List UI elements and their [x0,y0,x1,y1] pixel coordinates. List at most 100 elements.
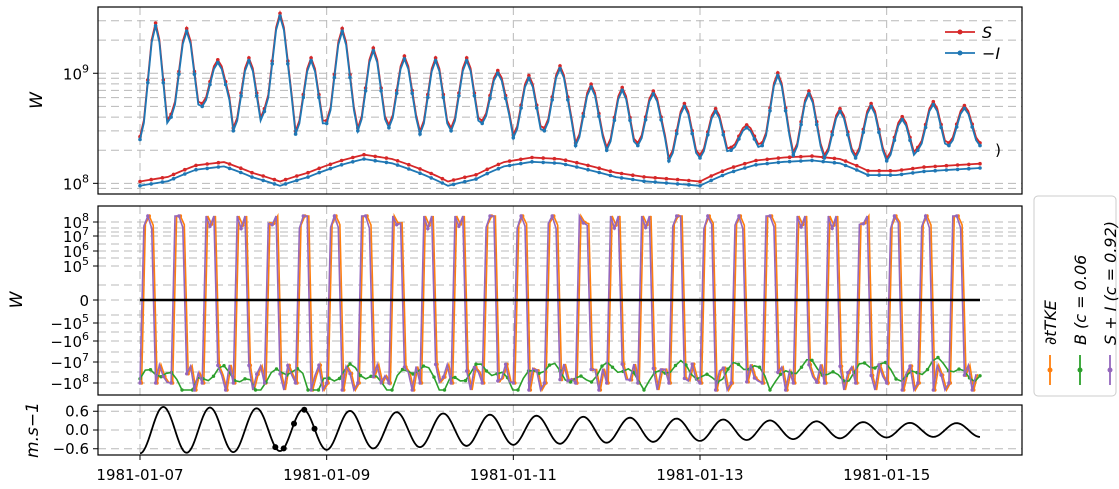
data-point [726,367,730,371]
data-point [664,176,669,181]
data-point [169,381,173,385]
data-point [453,375,457,380]
data-point [558,377,562,382]
data-point [923,214,928,218]
data-point [579,374,583,378]
data-point [464,58,469,63]
data-point [351,160,355,164]
y-tick-label: −105 [50,312,89,333]
data-point [356,381,360,385]
data-point [253,388,258,392]
data-point [160,180,165,184]
data-point [390,388,394,392]
data-point [301,95,306,100]
data-point [713,388,718,392]
data-point [358,373,363,378]
data-point [575,165,579,169]
data-point [832,160,837,165]
data-point [967,162,971,167]
data-point [619,171,624,176]
data-point [547,363,552,367]
data-point [642,175,646,179]
data-point [356,129,360,133]
data-point [328,162,333,167]
data-point [612,226,617,230]
data-point [853,381,858,385]
data-point [316,388,321,392]
data-point [754,158,758,163]
data-point [348,371,352,376]
data-point [227,162,232,166]
data-point [631,173,635,177]
data-point [620,88,624,93]
data-point [410,388,414,392]
data-point [395,223,399,227]
data-point [787,155,792,159]
data-point [962,373,967,377]
data-point [488,214,492,218]
data-point [474,362,478,366]
data-point [720,169,725,173]
data-point [278,372,282,376]
data-point [776,156,781,160]
data-point [721,132,726,137]
data-point [511,381,515,385]
data-point [612,118,617,123]
data-point [684,363,688,367]
data-point [608,173,613,178]
data-point [768,108,772,113]
data-point [843,163,848,168]
data-point [877,173,881,177]
data-point [690,131,694,136]
data-point [807,89,811,93]
data-point [830,132,834,137]
y-tick-label: −107 [50,351,89,372]
y-tick-label: 0 [79,292,89,310]
data-point [433,56,438,60]
data-point [791,153,796,157]
data-point [807,363,811,367]
data-point [451,182,456,187]
data-point [573,381,578,385]
data-point [261,178,266,183]
data-point [146,80,150,85]
y-tick-label: 106 [63,240,89,261]
data-point [682,101,687,106]
y-tick-label: 0.6 [65,402,89,420]
data-point [530,160,534,164]
data-point [138,179,142,184]
data-point [441,375,445,379]
data-point [286,363,290,368]
data-point [496,162,501,167]
data-point [484,369,489,373]
data-point [371,375,375,379]
legend-marker [1077,367,1083,373]
data-point [325,381,329,385]
data-point [200,381,204,385]
data-point [309,56,313,60]
data-point [799,365,804,369]
data-point [783,388,788,392]
data-point [768,214,772,218]
highlighted-point [291,420,297,427]
data-point [911,171,915,175]
data-point [939,373,943,377]
data-point [552,156,557,161]
data-point [153,24,158,28]
annotation: ) [995,141,1001,159]
data-point [651,92,656,96]
data-point [667,159,671,163]
data-point [706,132,710,137]
data-point [402,365,407,369]
y-axis-label: W [27,91,47,109]
data-point [642,179,646,183]
series-line-s-upper [139,10,981,162]
data-point [527,76,531,81]
data-point [192,388,197,392]
data-point [883,360,888,365]
data-point [651,89,656,93]
data-point [402,54,407,58]
data-point [519,161,523,166]
data-point [216,58,220,62]
y-axis-label: m.s−1 [23,402,43,458]
